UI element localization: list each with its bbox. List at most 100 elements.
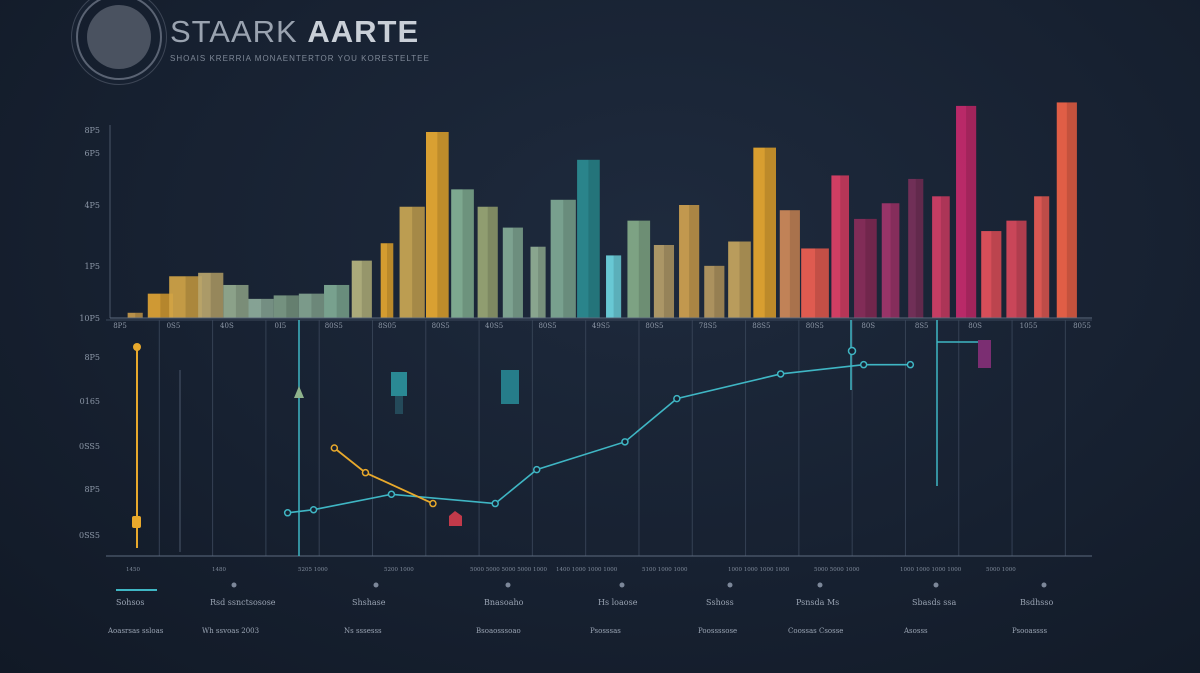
bar-y-tick-label: 1P5: [84, 262, 100, 271]
bar-shade: [563, 199, 576, 318]
footer-item-label: Sbasds ssa: [912, 598, 957, 607]
bar-shade: [336, 284, 350, 318]
line-x-tick-label: 5100 1000 1000: [642, 567, 688, 573]
footer-item-sub: Asosss: [904, 627, 928, 635]
brand-logo: [76, 0, 162, 80]
footer-item-label: Bnasoaho: [484, 598, 524, 607]
line-x-tick-label: 1000 1000 1000 1000: [728, 567, 790, 573]
bar: [550, 199, 576, 318]
footer-item-sub: Psosssas: [590, 627, 621, 635]
bar: [981, 231, 1002, 318]
marker-block: [391, 372, 407, 396]
footer-item-label: Rsd ssnctsosose: [210, 598, 276, 607]
footer-dot: [817, 582, 823, 588]
marker-block: [501, 370, 519, 404]
bar: [577, 159, 600, 318]
bar: [1006, 220, 1027, 318]
bar-shade: [714, 265, 725, 318]
bar: [679, 205, 700, 318]
line-y-tick-label: 0SS5: [79, 442, 100, 451]
bar: [127, 312, 143, 318]
bar-shade: [512, 227, 523, 318]
bar-shade: [739, 241, 751, 318]
line-point: [387, 490, 396, 499]
bar-shade: [789, 210, 800, 318]
bar: [854, 218, 877, 318]
bar-shade: [1041, 196, 1050, 318]
bar-shade: [412, 206, 425, 318]
bar: [380, 243, 394, 318]
footer-dot: [933, 582, 939, 588]
bar-shade: [538, 246, 546, 318]
bar-shade: [235, 284, 249, 318]
footer-item-sub: Bsoaosssoao: [476, 627, 521, 635]
bar-x-tick-label: 0S5: [167, 322, 181, 330]
bar-x-tick-label: 80S5: [325, 322, 343, 330]
bar: [324, 284, 350, 318]
footer-item-sub: Aoasrsas ssloas: [108, 627, 164, 635]
bar: [779, 210, 800, 318]
bar: [248, 298, 274, 318]
bar-shade: [764, 147, 776, 318]
bar-x-tick-label: 80S5: [432, 322, 450, 330]
bar-shade: [1066, 102, 1077, 318]
line-point: [847, 346, 857, 356]
line-y-tick-label: 0165: [80, 397, 100, 406]
bar: [451, 189, 474, 318]
line-y-tick-label: 0SS5: [79, 531, 100, 540]
bar-y-tick-label: 4P5: [84, 201, 100, 210]
line-x-tick-label: 1000 1000 1000 1000: [900, 567, 962, 573]
line-point: [429, 499, 437, 508]
bar-shade: [940, 196, 950, 318]
line-point: [859, 360, 868, 369]
bar: [908, 178, 924, 318]
bar-shade: [638, 220, 651, 318]
line-x-tick-label: 5000 1000: [986, 567, 1016, 573]
bar-shade: [840, 175, 850, 318]
bar-y-tick-label: 6P5: [84, 149, 100, 158]
line-point: [491, 499, 499, 508]
bar-shade: [689, 205, 700, 318]
footer-dot: [505, 582, 511, 588]
line-x-tick-label: 5200 1000: [384, 567, 414, 573]
line-y-tick-label: 8P5: [84, 485, 100, 494]
line-x-tick-label: 1450: [126, 567, 140, 573]
bar: [477, 206, 498, 318]
bar: [147, 293, 173, 318]
footer-item-sub: Poossssose: [698, 627, 738, 635]
bar: [728, 241, 751, 318]
bar-shade: [185, 276, 202, 318]
marker-house: [449, 511, 462, 526]
bar-shade: [386, 243, 394, 318]
bar-x-tick-label: 1055: [1020, 322, 1038, 330]
bar: [426, 131, 449, 318]
line-point: [621, 438, 629, 446]
marker-block: [978, 340, 991, 368]
bar-shade: [865, 218, 877, 318]
bar-x-tick-label: 8055: [1073, 322, 1091, 330]
bar: [704, 265, 725, 318]
bar: [831, 175, 850, 318]
bar: [530, 246, 546, 318]
bar: [653, 244, 675, 318]
bar: [502, 227, 523, 318]
accent-marker: [133, 343, 141, 351]
bar: [881, 203, 900, 318]
line-point: [776, 370, 785, 378]
line-point: [906, 360, 915, 369]
page-title: STAARK AARTE: [170, 14, 420, 49]
bar-shade: [286, 295, 299, 318]
footer-dot: [1041, 582, 1047, 588]
bar: [273, 295, 299, 318]
bar-x-tick-label: 8S05: [378, 322, 396, 330]
bar: [399, 206, 425, 318]
bar-shade: [588, 159, 600, 318]
bar-shade: [663, 244, 675, 318]
bar-shade: [210, 272, 224, 318]
bar: [932, 196, 950, 318]
line-point: [309, 505, 318, 514]
marker-block: [395, 396, 403, 414]
bar-x-tick-label: 78S5: [699, 322, 717, 330]
line-point: [330, 444, 339, 452]
